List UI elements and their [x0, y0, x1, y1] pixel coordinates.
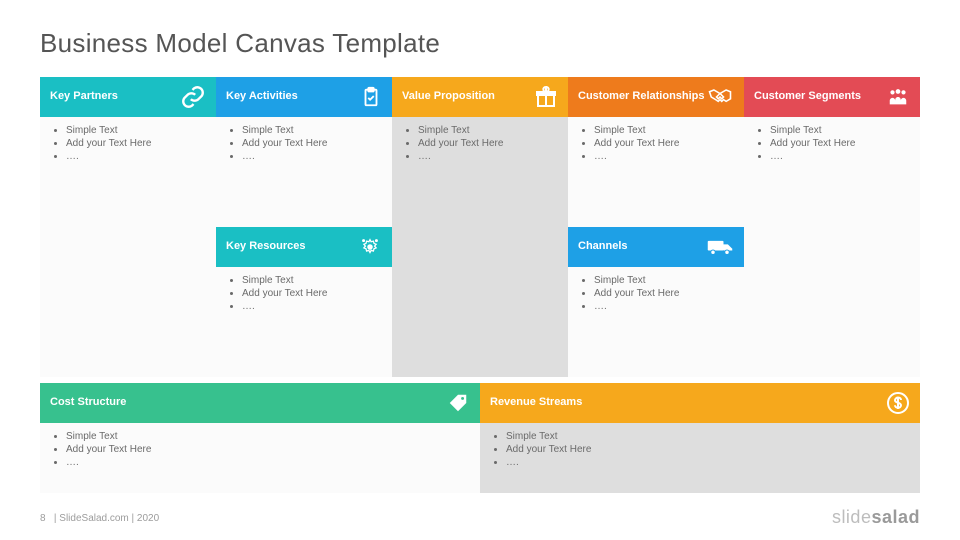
block-body: Simple Text Add your Text Here ….: [216, 117, 392, 227]
list-item: Simple Text: [66, 125, 204, 136]
bullet-list: Simple Text Add your Text Here ….: [52, 125, 204, 162]
header-customer-relationships: Customer Relationships: [568, 77, 744, 117]
list-item: Add your Text Here: [242, 138, 380, 149]
header-label: Cost Structure: [50, 396, 126, 409]
block-body: Simple Text Add your Text Here ….: [216, 267, 392, 377]
list-item: Add your Text Here: [418, 138, 556, 149]
link-icon: [180, 84, 206, 110]
block-body: Simple Text Add your Text Here ….: [40, 423, 480, 493]
block-key-partners: Key Partners Simple Text Add your Text H…: [40, 77, 216, 377]
bmc-top-grid: Key Partners Simple Text Add your Text H…: [40, 77, 920, 377]
list-item: ….: [770, 151, 908, 162]
dollar-icon: [886, 391, 910, 415]
block-channels: Channels Simple Text Add your Text Here …: [568, 227, 744, 377]
header-key-activities: Key Activities: [216, 77, 392, 117]
block-cost-structure: Cost Structure Simple Text Add your Text…: [40, 383, 480, 493]
slide-footer: 8 | SlideSalad.com | 2020: [40, 513, 159, 524]
bmc-bottom-grid: Cost Structure Simple Text Add your Text…: [40, 383, 920, 493]
gear-people-icon: [358, 236, 382, 258]
page-title: Business Model Canvas Template: [40, 28, 920, 59]
list-item: ….: [506, 457, 908, 468]
bullet-list: Simple Text Add your Text Here ….: [228, 125, 380, 162]
page-number: 8: [40, 513, 46, 524]
block-body: Simple Text Add your Text Here ….: [40, 117, 216, 377]
header-label: Revenue Streams: [490, 396, 582, 409]
header-label: Channels: [578, 240, 628, 253]
list-item: Simple Text: [594, 275, 732, 286]
list-item: ….: [66, 151, 204, 162]
footer-text: | SlideSalad.com | 2020: [54, 513, 159, 524]
block-body: Simple Text Add your Text Here ….: [744, 117, 920, 377]
header-label: Value Proposition: [402, 90, 495, 103]
header-customer-segments: Customer Segments: [744, 77, 920, 117]
list-item: Add your Text Here: [506, 444, 908, 455]
bullet-list: Simple Text Add your Text Here ….: [492, 431, 908, 468]
list-item: ….: [594, 301, 732, 312]
list-item: Simple Text: [418, 125, 556, 136]
block-revenue-streams: Revenue Streams Simple Text Add your Tex…: [480, 383, 920, 493]
list-item: Simple Text: [506, 431, 908, 442]
bullet-list: Simple Text Add your Text Here ….: [404, 125, 556, 162]
list-item: ….: [66, 457, 468, 468]
header-key-partners: Key Partners: [40, 77, 216, 117]
clipboard-icon: [360, 86, 382, 108]
header-label: Key Resources: [226, 240, 306, 253]
header-value-proposition: Value Proposition: [392, 77, 568, 117]
block-body: Simple Text Add your Text Here ….: [480, 423, 920, 493]
tag-icon: [446, 392, 470, 414]
block-value-proposition: Value Proposition Simple Text Add your T…: [392, 77, 568, 377]
brand-logo: slidesalad: [832, 507, 920, 528]
block-customer-relationships: Customer Relationships Simple Text Add y…: [568, 77, 744, 227]
header-revenue-streams: Revenue Streams: [480, 383, 920, 423]
bullet-list: Simple Text Add your Text Here ….: [228, 275, 380, 312]
list-item: ….: [242, 301, 380, 312]
brand-light: slide: [832, 507, 872, 527]
people-icon: [886, 86, 910, 108]
block-body: Simple Text Add your Text Here ….: [568, 117, 744, 227]
block-key-activities: Key Activities Simple Text Add your Text…: [216, 77, 392, 227]
block-body: Simple Text Add your Text Here ….: [568, 267, 744, 377]
header-label: Customer Relationships: [578, 90, 705, 103]
block-key-resources: Key Resources Simple Text Add your Text …: [216, 227, 392, 377]
header-label: Key Activities: [226, 90, 298, 103]
bullet-list: Simple Text Add your Text Here ….: [52, 431, 468, 468]
list-item: Simple Text: [594, 125, 732, 136]
list-item: Add your Text Here: [594, 138, 732, 149]
header-key-resources: Key Resources: [216, 227, 392, 267]
list-item: Add your Text Here: [242, 288, 380, 299]
list-item: Simple Text: [242, 125, 380, 136]
bullet-list: Simple Text Add your Text Here ….: [580, 275, 732, 312]
header-label: Customer Segments: [754, 90, 861, 103]
list-item: ….: [242, 151, 380, 162]
list-item: Add your Text Here: [594, 288, 732, 299]
list-item: Simple Text: [770, 125, 908, 136]
header-label: Key Partners: [50, 90, 118, 103]
truck-icon: [706, 237, 734, 257]
header-cost-structure: Cost Structure: [40, 383, 480, 423]
bullet-list: Simple Text Add your Text Here ….: [580, 125, 732, 162]
handshake-icon: [706, 86, 734, 108]
bullet-list: Simple Text Add your Text Here ….: [756, 125, 908, 162]
list-item: Add your Text Here: [66, 444, 468, 455]
block-body: Simple Text Add your Text Here ….: [392, 117, 568, 377]
list-item: Simple Text: [66, 431, 468, 442]
header-channels: Channels: [568, 227, 744, 267]
slide: Business Model Canvas Template Key Partn…: [0, 0, 960, 540]
brand-bold: salad: [871, 507, 920, 527]
bmc-canvas: Key Partners Simple Text Add your Text H…: [40, 77, 920, 493]
list-item: ….: [594, 151, 732, 162]
block-customer-segments: Customer Segments Simple Text Add your T…: [744, 77, 920, 377]
list-item: ….: [418, 151, 556, 162]
list-item: Simple Text: [242, 275, 380, 286]
list-item: Add your Text Here: [770, 138, 908, 149]
list-item: Add your Text Here: [66, 138, 204, 149]
gift-icon: [534, 85, 558, 109]
